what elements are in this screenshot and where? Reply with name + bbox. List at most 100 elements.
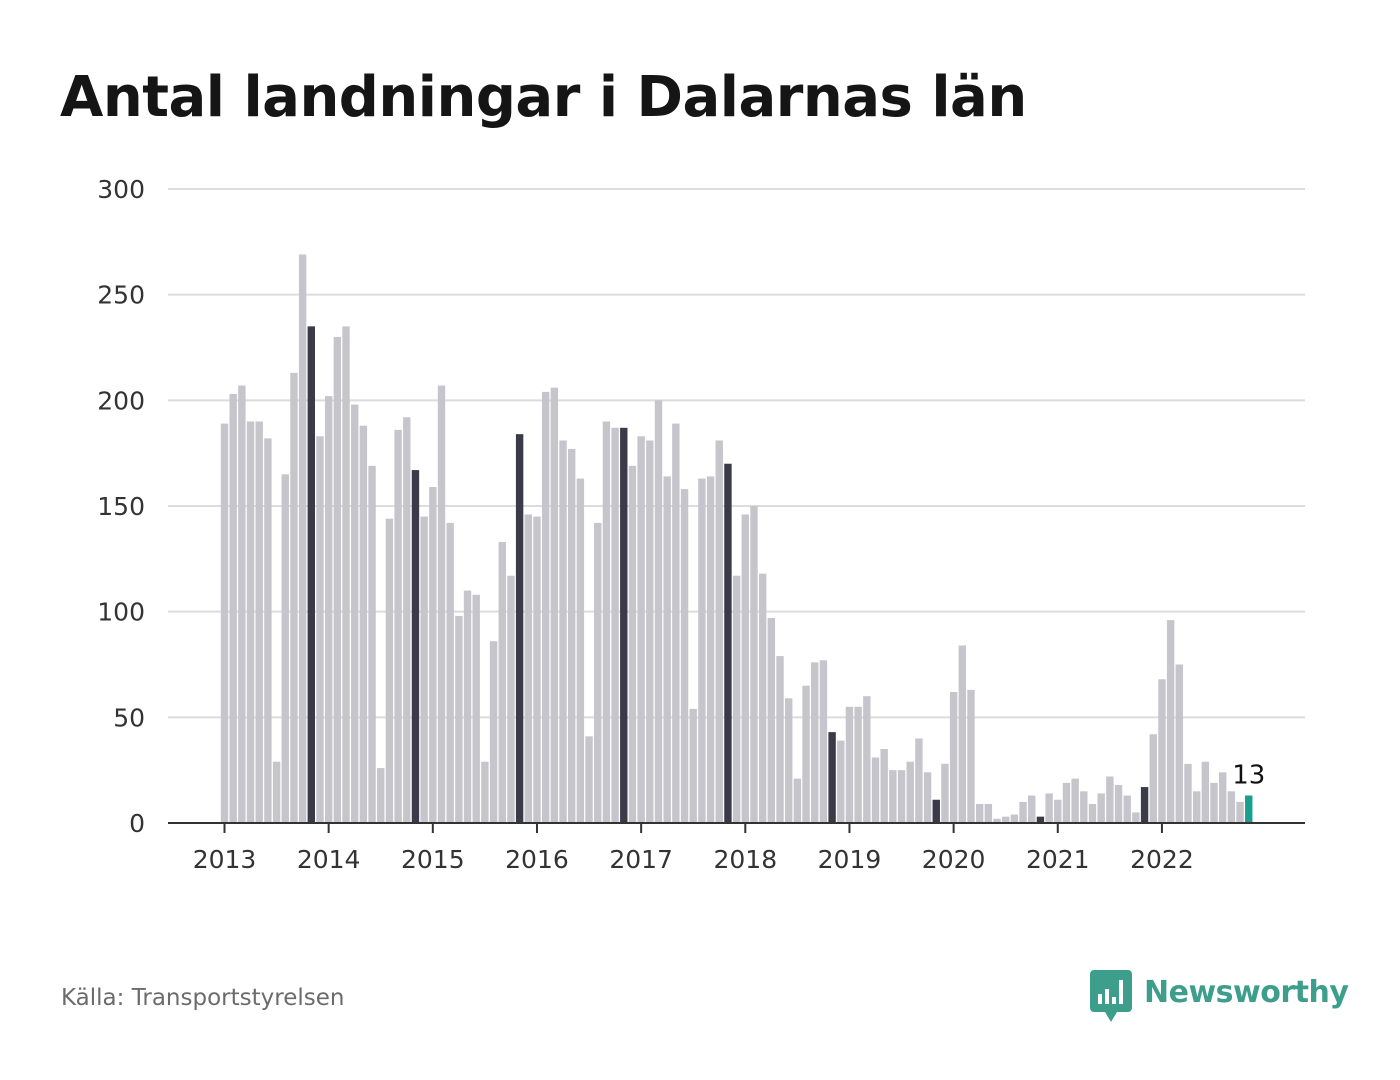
bar: [750, 506, 758, 823]
bar: [1227, 791, 1236, 823]
bar: [1184, 763, 1192, 823]
bar: [1071, 778, 1079, 823]
bar: [758, 573, 767, 823]
y-tick-label: 200: [97, 386, 145, 415]
source-note: Källa: Transportstyrelsen: [61, 985, 345, 1011]
bar: [1106, 776, 1114, 823]
bar: [654, 400, 663, 823]
bar: [715, 440, 723, 823]
bar: [1054, 799, 1062, 823]
x-tick-label: 2016: [505, 845, 569, 874]
bar: [1002, 816, 1010, 823]
bar: [394, 429, 402, 823]
bar: [680, 489, 689, 823]
bar: [576, 478, 585, 823]
bar: [1036, 816, 1045, 823]
bar: [1080, 791, 1088, 823]
bar: [255, 421, 263, 823]
bar: [923, 772, 932, 823]
bar: [1097, 793, 1105, 823]
y-tick-label: 0: [129, 809, 145, 838]
x-tick-label: 2020: [922, 845, 986, 874]
y-tick-label: 50: [113, 703, 145, 732]
bar: [706, 476, 715, 823]
bar: [316, 436, 324, 823]
bar: [585, 736, 593, 823]
bar: [446, 522, 454, 823]
bar: [298, 254, 307, 823]
bar: [1245, 795, 1253, 823]
bar: [767, 618, 776, 823]
bar: [863, 696, 871, 823]
bar: [559, 440, 567, 823]
bar: [368, 465, 376, 823]
bar: [594, 522, 602, 823]
bar: [481, 761, 489, 823]
x-tick-label: 2015: [401, 845, 465, 874]
bar: [1123, 795, 1131, 823]
bar: [1236, 801, 1244, 823]
bar: [498, 541, 506, 823]
bar: [1010, 814, 1019, 823]
bar: [1088, 803, 1097, 823]
y-tick-label: 300: [97, 175, 145, 204]
bar: [229, 393, 237, 823]
bar: [507, 575, 515, 823]
bar: [568, 448, 576, 823]
bar: [941, 763, 949, 823]
bar: [1201, 761, 1210, 823]
bar: [802, 685, 810, 823]
bar: [1149, 734, 1157, 823]
bar: [637, 436, 645, 823]
bar: [1114, 784, 1123, 823]
bar: [472, 594, 480, 823]
bar: [524, 514, 532, 823]
y-tick-label: 150: [97, 492, 145, 521]
bar: [984, 803, 993, 823]
brand-logo: Newsworthy: [1090, 968, 1349, 1024]
bar: [246, 421, 255, 823]
bar: [975, 803, 984, 823]
y-tick-label: 100: [97, 598, 145, 627]
y-axis-tick-labels: 0 50 100 150 200 250 300: [97, 175, 145, 838]
bar: [359, 425, 368, 823]
bar: [281, 474, 289, 823]
bar: [837, 740, 845, 823]
bar: [1166, 620, 1175, 823]
bar: [698, 478, 706, 823]
bar: [776, 656, 784, 823]
x-tick-label: 2014: [297, 845, 361, 874]
bar: [333, 336, 342, 823]
bar: [385, 518, 394, 823]
bar: [602, 421, 611, 823]
bar: [238, 385, 246, 823]
bar: [663, 476, 671, 823]
brand-name: Newsworthy: [1144, 974, 1349, 1010]
bar: [732, 575, 741, 823]
bar: [220, 423, 229, 823]
bar: [611, 427, 619, 823]
bar: [620, 427, 628, 823]
x-tick-label: 2018: [713, 845, 777, 874]
bar: [819, 660, 828, 823]
bar: [307, 326, 315, 823]
bar: [351, 404, 359, 823]
bar: [897, 770, 906, 823]
bar: [324, 396, 333, 823]
bar: [906, 761, 914, 823]
bar: [1140, 787, 1149, 823]
bar: [342, 326, 350, 823]
x-axis-tick-labels: 2013 2014 2015 2016 2017 2018 2019 2020 2021 2022: [193, 845, 1194, 874]
y-tick-label: 250: [97, 281, 145, 310]
bar: [1132, 812, 1140, 823]
bar: [264, 438, 272, 823]
bar: [724, 463, 732, 823]
bar: [845, 706, 854, 823]
bar: [377, 768, 385, 823]
bar: [1175, 664, 1183, 823]
x-tick-label: 2013: [193, 845, 257, 874]
bar: [463, 590, 472, 823]
x-tick-label: 2022: [1130, 845, 1194, 874]
bar: [793, 778, 802, 823]
bar: [889, 770, 897, 823]
